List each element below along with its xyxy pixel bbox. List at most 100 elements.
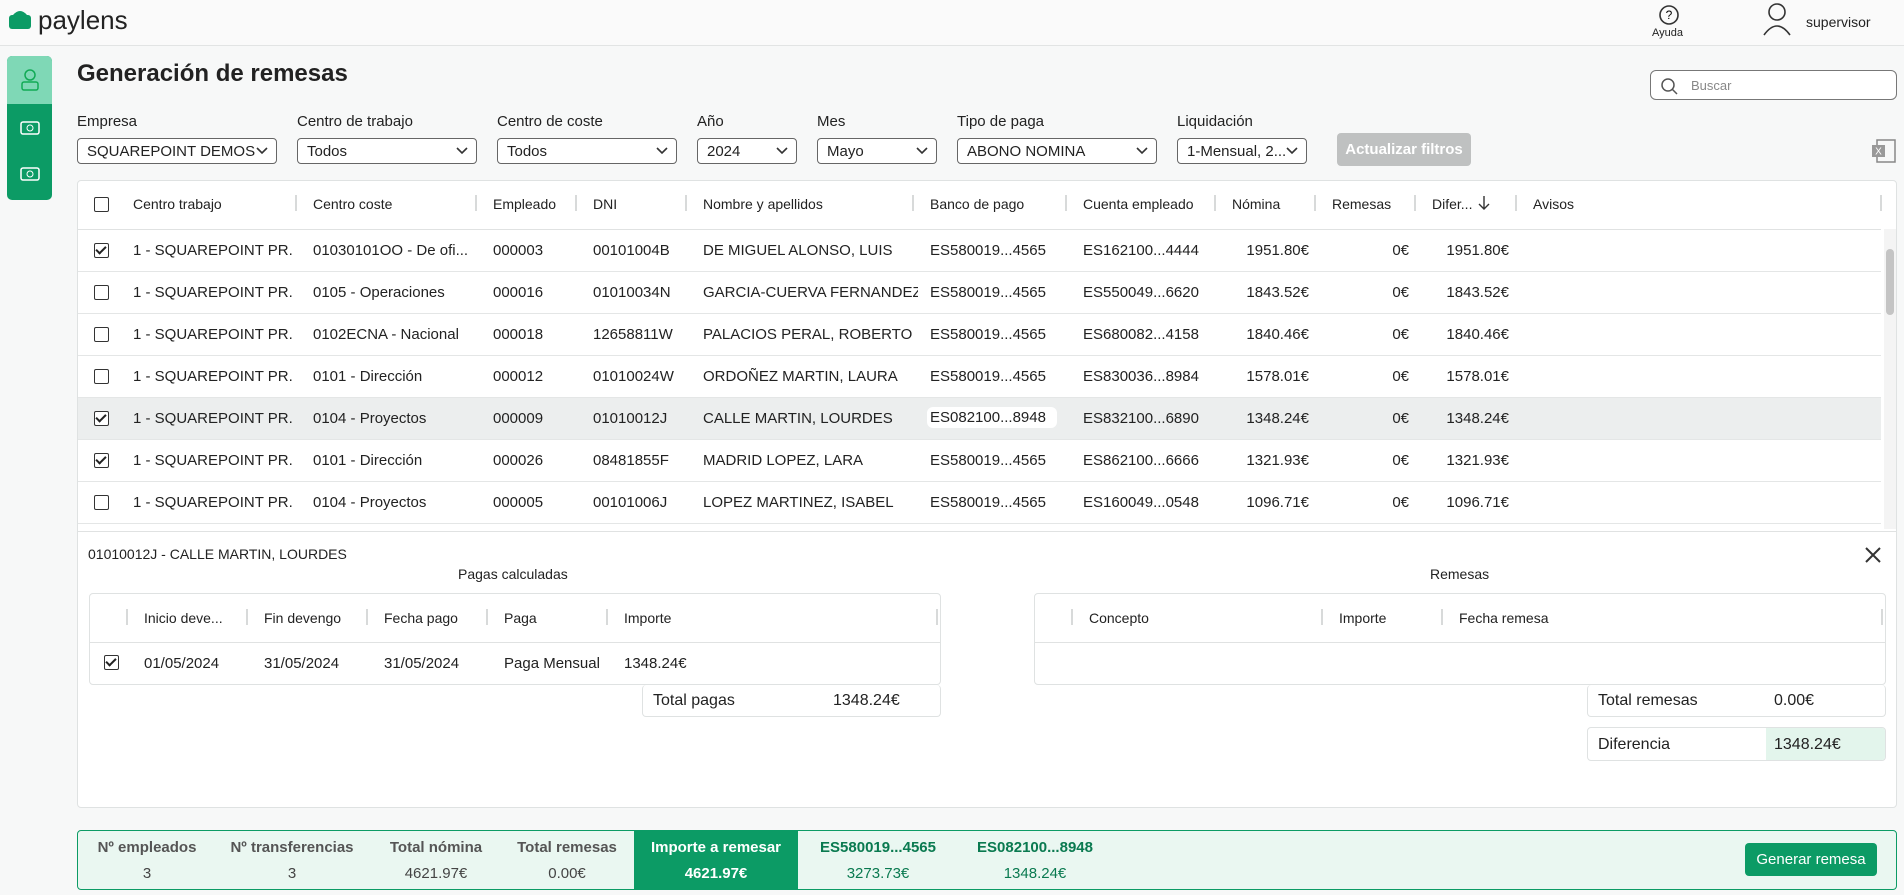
column-header: Fecha pago: [384, 610, 458, 626]
column-header: Importe: [1339, 610, 1386, 626]
table-cell: 1 - SQUAREPOINT PR...: [133, 242, 293, 259]
table-row[interactable]: 1 - SQUAREPOINT PR...0101 - Dirección000…: [78, 440, 1881, 482]
row-checkbox[interactable]: [104, 655, 119, 670]
column-separator: [912, 195, 914, 211]
page-title: Generación de remesas: [77, 60, 348, 88]
user-name[interactable]: supervisor: [1806, 14, 1871, 30]
table-cell: 0€: [1319, 368, 1409, 385]
filter-value: 1-Mensual, 2...: [1187, 143, 1286, 160]
column-header[interactable]: Difer...: [1432, 196, 1472, 212]
column-header[interactable]: Nombre y apellidos: [703, 196, 823, 212]
table-row[interactable]: 1 - SQUAREPOINT PR...0101 - Dirección000…: [78, 356, 1881, 398]
table-cell: 1843.52€: [1219, 284, 1309, 301]
sidebar-item[interactable]: [19, 116, 41, 138]
highlight-label: Importe a remesar: [651, 839, 781, 856]
column-header[interactable]: Nómina: [1232, 196, 1280, 212]
row-checkbox[interactable]: [94, 495, 109, 510]
column-separator: [475, 195, 477, 211]
filter-select[interactable]: Mayo: [817, 138, 937, 164]
table-cell: 0104 - Proyectos: [313, 494, 483, 511]
filter-label: Año: [697, 113, 724, 130]
table-cell: ES160049...0548: [1083, 494, 1223, 511]
column-header: Fecha remesa: [1459, 610, 1548, 626]
table-cell: 000009: [493, 410, 583, 427]
column-separator: [1321, 609, 1323, 625]
search-box[interactable]: Buscar: [1650, 70, 1897, 100]
column-header[interactable]: DNI: [593, 196, 617, 212]
table-cell: 0101 - Dirección: [313, 368, 483, 385]
table-row[interactable]: 1 - SQUAREPOINT PR...01030101OO - De ofi…: [78, 230, 1881, 272]
sidebar-item[interactable]: [19, 162, 41, 184]
table-cell: 0€: [1319, 242, 1409, 259]
table-row[interactable]: 1 - SQUAREPOINT PR...0105 - Operaciones0…: [78, 272, 1881, 314]
help-icon[interactable]: ?: [1658, 4, 1680, 26]
svg-text:?: ?: [1666, 8, 1673, 22]
row-checkbox[interactable]: [94, 285, 109, 300]
panel-divider: [78, 531, 1896, 532]
column-separator: [1214, 195, 1216, 211]
column-header[interactable]: Centro trabajo: [133, 196, 222, 212]
column-separator: [575, 195, 577, 211]
table-cell: GARCIA-CUERVA FERNANDEZ,: [703, 284, 918, 301]
row-checkbox[interactable]: [94, 243, 109, 258]
filter-label: Mes: [817, 113, 845, 130]
section-title: Pagas calculadas: [458, 566, 568, 582]
filter-select[interactable]: Todos: [497, 138, 677, 164]
table-cell: ES832100...6890: [1083, 410, 1223, 427]
filter-select[interactable]: ABONO NOMINA: [957, 138, 1157, 164]
column-separator: [295, 195, 297, 211]
table-cell: ES580019...4565: [930, 452, 1060, 469]
bank-value: 1348.24€: [1004, 865, 1067, 882]
total-value: 0.00€: [1774, 692, 1814, 710]
sort-icon[interactable]: [1478, 195, 1490, 211]
column-separator: [1065, 195, 1067, 211]
help-label[interactable]: Ayuda: [1652, 27, 1683, 39]
filter-select[interactable]: SQUAREPOINT DEMOS: [77, 138, 277, 164]
svg-text:X: X: [1875, 147, 1882, 158]
table-cell: ES082100...8948: [927, 407, 1057, 428]
filter-select[interactable]: 1-Mensual, 2...: [1177, 138, 1307, 164]
column-header[interactable]: Avisos: [1533, 196, 1574, 212]
column-header[interactable]: Empleado: [493, 196, 556, 212]
table-cell: 1951.80€: [1419, 242, 1509, 259]
filter-select[interactable]: Todos: [297, 138, 477, 164]
total-label: Total pagas: [653, 692, 735, 710]
row-checkbox[interactable]: [94, 453, 109, 468]
column-header[interactable]: Cuenta empleado: [1083, 196, 1194, 212]
table-cell: ES580019...4565: [930, 242, 1060, 259]
filter-label: Centro de trabajo: [297, 113, 413, 130]
select-all-checkbox[interactable]: [94, 197, 109, 212]
table-cell: 000016: [493, 284, 583, 301]
column-separator: [936, 609, 938, 625]
row-checkbox[interactable]: [94, 411, 109, 426]
column-separator: [1515, 195, 1517, 211]
table-row[interactable]: 1 - SQUAREPOINT PR...0104 - Proyectos000…: [78, 482, 1881, 524]
column-header: Concepto: [1089, 610, 1149, 626]
excel-icon[interactable]: X: [1871, 138, 1897, 164]
close-icon[interactable]: [1864, 546, 1882, 564]
table-cell: 1348.24€: [1219, 410, 1309, 427]
row-checkbox[interactable]: [94, 327, 109, 342]
total-label: Total remesas: [1598, 692, 1698, 710]
column-header[interactable]: Centro coste: [313, 196, 392, 212]
table-cell: 000012: [493, 368, 583, 385]
row-checkbox[interactable]: [94, 369, 109, 384]
user-icon[interactable]: [1762, 2, 1792, 36]
filter-button[interactable]: Actualizar filtros: [1337, 133, 1471, 166]
sidebar-item-active[interactable]: [7, 56, 52, 104]
header-divider: [90, 642, 940, 643]
table-cell: 0€: [1319, 284, 1409, 301]
table-cell: 000005: [493, 494, 583, 511]
table-cell: 1 - SQUAREPOINT PR...: [133, 284, 293, 301]
table-row[interactable]: 1 - SQUAREPOINT PR...0104 - Proyectos000…: [78, 398, 1881, 440]
column-header[interactable]: Remesas: [1332, 196, 1391, 212]
table-cell: ES830036...8984: [1083, 368, 1223, 385]
table-cell: PALACIOS PERAL, ROBERTO: [703, 326, 918, 343]
column-separator: [1314, 195, 1316, 211]
table-cell: 1348.24€: [1419, 410, 1509, 427]
filter-select[interactable]: 2024: [697, 138, 797, 164]
table-row[interactable]: 1 - SQUAREPOINT PR...0102ECNA - Nacional…: [78, 314, 1881, 356]
generate-button[interactable]: Generar remesa: [1745, 843, 1877, 876]
column-header[interactable]: Banco de pago: [930, 196, 1024, 212]
stat-label: Nº empleados: [98, 839, 197, 856]
